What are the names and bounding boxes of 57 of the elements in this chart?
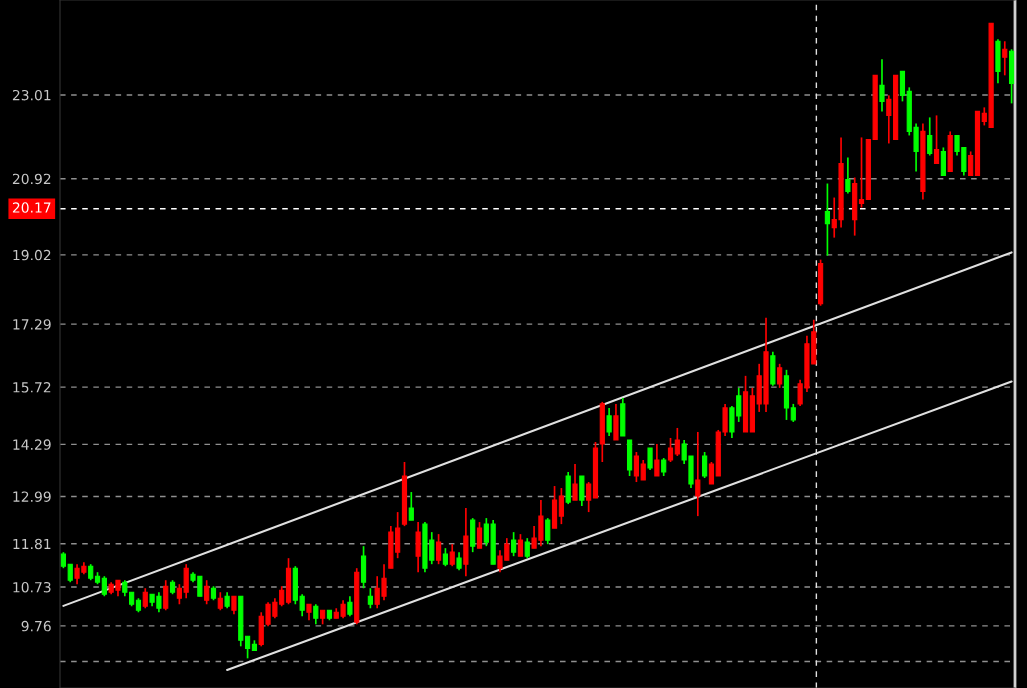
candlestick — [777, 362, 783, 389]
candlestick — [572, 463, 578, 501]
y-tick-label: 9.76 — [21, 620, 51, 632]
candlestick — [347, 595, 353, 618]
ref-line-label: 20.17 — [12, 202, 51, 213]
candlestick — [654, 443, 660, 477]
candlestick — [674, 427, 680, 457]
candlestick — [702, 451, 708, 479]
y-tick-label: 15.72 — [13, 382, 51, 393]
candlestick — [511, 531, 517, 558]
candlestick — [442, 547, 449, 568]
candlestick — [517, 533, 524, 558]
y-tick-label: 17.29 — [13, 319, 51, 330]
candlestick — [858, 136, 865, 209]
candlestick — [661, 457, 667, 477]
candlestick — [67, 563, 73, 584]
candlestick — [456, 551, 462, 572]
candlestick — [586, 481, 592, 513]
candlestick — [879, 58, 885, 113]
candlestick — [217, 591, 223, 612]
candlestick — [695, 431, 701, 517]
candlestick — [927, 116, 933, 157]
candlestick — [101, 575, 107, 598]
candlestick — [435, 533, 442, 566]
candlestick — [640, 459, 646, 481]
y-tick-label: 10.73 — [13, 581, 51, 593]
candlestick — [142, 587, 148, 610]
candlestick — [708, 461, 715, 485]
y-tick-label: 12.99 — [13, 491, 51, 502]
candlestick — [667, 437, 674, 463]
candlestick — [647, 447, 653, 471]
y-tick-label: 23.01 — [12, 89, 51, 101]
candlestick — [476, 521, 483, 549]
y-tick-label: 14.29 — [13, 439, 51, 450]
candlestick — [845, 156, 851, 195]
candlestick — [367, 587, 373, 610]
y-tick-label: 19.02 — [13, 249, 51, 261]
candlestick — [204, 579, 210, 606]
candlestick — [176, 583, 182, 606]
candlestick — [790, 403, 796, 423]
candlestick — [163, 579, 169, 612]
candlestick — [244, 635, 251, 660]
candlestick — [933, 114, 940, 165]
candlestick — [606, 407, 612, 437]
candlestick — [313, 603, 319, 626]
candlestick — [408, 491, 414, 521]
candlestick — [968, 150, 974, 177]
candlestick — [231, 595, 237, 616]
candlestick — [633, 451, 640, 483]
candlestick — [558, 487, 564, 525]
y-tick-label: 20.92 — [12, 173, 51, 185]
candlestick — [524, 537, 530, 560]
candlestick — [1002, 40, 1008, 77]
y-tick-label: 11.81 — [13, 538, 51, 550]
candlestick — [824, 182, 831, 257]
candlestick — [545, 517, 551, 545]
candlestick — [449, 543, 455, 568]
